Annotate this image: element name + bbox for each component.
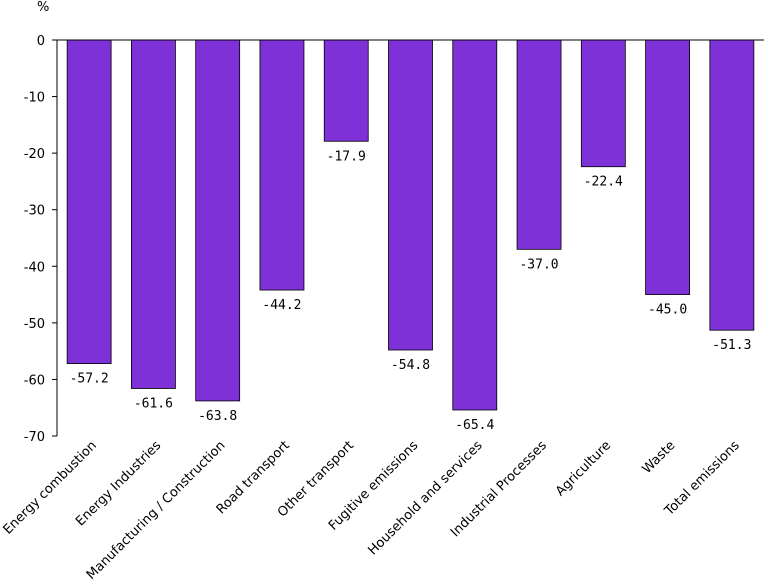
bar bbox=[580, 39, 626, 168]
bar-value-label: -44.2 bbox=[262, 298, 301, 313]
bar-value-label: -45.0 bbox=[648, 303, 687, 318]
bar bbox=[323, 39, 369, 142]
y-axis-unit-label: % bbox=[37, 0, 49, 15]
category-label: Household and services bbox=[365, 438, 485, 558]
bars-group bbox=[66, 39, 755, 411]
y-tick-label: -60 bbox=[24, 373, 45, 388]
bar bbox=[388, 39, 433, 351]
bar-value-label: -51.3 bbox=[712, 338, 751, 353]
bar-value-label: -57.2 bbox=[70, 372, 109, 387]
y-tick-label: -30 bbox=[24, 204, 45, 219]
category-label: Waste bbox=[640, 438, 679, 477]
bar bbox=[66, 39, 112, 364]
bar bbox=[709, 39, 755, 331]
bar bbox=[452, 39, 498, 411]
bar bbox=[516, 39, 562, 250]
category-label: Agriculture bbox=[553, 438, 614, 499]
y-tick-label: -20 bbox=[24, 147, 45, 162]
bar-value-label: -22.4 bbox=[584, 175, 623, 190]
y-axis-ticks: 0 -10 -20 -30 -40 -50 -60 -70 bbox=[24, 34, 57, 445]
y-tick-label: -10 bbox=[24, 91, 45, 106]
data-labels-group: -57.2 -61.6 -63.8 -44.2 -17.9 -54.8 -65.4 -37.0… bbox=[70, 149, 752, 433]
y-tick-label: -70 bbox=[24, 430, 45, 445]
bar bbox=[259, 39, 305, 291]
bar-value-label: -17.9 bbox=[327, 149, 366, 164]
y-tick-label: -40 bbox=[24, 260, 45, 275]
bar bbox=[131, 39, 176, 389]
bar-value-label: -61.6 bbox=[134, 396, 173, 411]
y-tick-label: 0 bbox=[37, 34, 45, 49]
bar-value-label: -63.8 bbox=[198, 409, 237, 424]
bar bbox=[195, 39, 241, 402]
bar-value-label: -37.0 bbox=[519, 257, 558, 272]
y-tick-label: -50 bbox=[24, 317, 45, 332]
bar-value-label: -54.8 bbox=[391, 358, 430, 373]
bar bbox=[645, 39, 690, 295]
category-label: Manufacturing / Construction bbox=[84, 438, 229, 581]
bar-value-label: -65.4 bbox=[455, 418, 494, 433]
